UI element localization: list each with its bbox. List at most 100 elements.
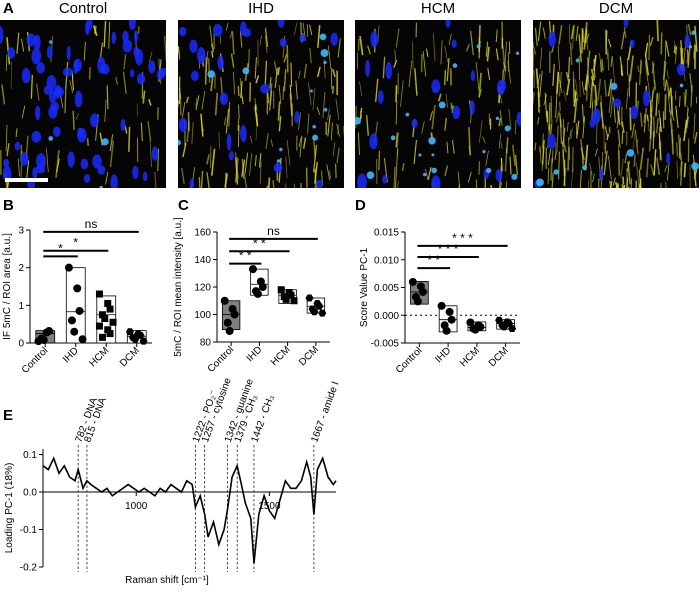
signal-fiber	[395, 148, 399, 170]
signal-fiber	[570, 25, 575, 40]
signal-fiber	[259, 161, 262, 185]
signal-fiber	[617, 129, 621, 148]
nucleus	[31, 48, 42, 65]
nucleus	[277, 20, 285, 28]
signal-fiber	[673, 45, 677, 55]
signal-fiber	[610, 95, 614, 118]
cyan-spot	[49, 40, 53, 44]
x-tick-label: IHD	[245, 344, 265, 364]
significance-label: * * *	[452, 231, 473, 245]
data-point	[447, 315, 456, 324]
signal-fiber	[612, 56, 615, 84]
signal-fiber	[72, 110, 75, 130]
signal-fiber	[225, 22, 229, 31]
nucleus	[365, 59, 370, 77]
nucleus	[178, 117, 188, 132]
signal-fiber	[268, 90, 273, 111]
signal-fiber	[218, 131, 221, 149]
signal-fiber	[148, 98, 152, 106]
cyan-spot	[422, 172, 427, 177]
signal-fiber	[693, 131, 698, 144]
signal-fiber	[608, 38, 612, 48]
cyan-spot	[504, 125, 511, 132]
signal-fiber	[674, 47, 678, 64]
signal-fiber	[16, 32, 20, 54]
signal-fiber	[248, 49, 250, 69]
nucleus	[35, 105, 41, 121]
signal-fiber	[444, 70, 446, 86]
signal-fiber	[336, 123, 340, 137]
signal-fiber	[105, 171, 109, 185]
signal-fiber	[533, 91, 535, 106]
signal-fiber	[241, 158, 245, 179]
signal-fiber	[254, 97, 258, 110]
nucleus	[48, 89, 57, 103]
signal-fiber	[621, 121, 625, 133]
data-point	[287, 291, 295, 299]
nucleus	[495, 169, 503, 182]
nucleus	[547, 133, 556, 150]
nucleus	[612, 98, 622, 108]
data-point	[98, 333, 106, 341]
y-tick-label: 0.010	[374, 255, 399, 266]
signal-fiber	[444, 165, 449, 177]
signal-fiber	[140, 122, 143, 142]
cyan-spot	[48, 136, 54, 141]
signal-fiber	[200, 113, 204, 137]
signal-fiber	[255, 113, 259, 141]
nucleus	[592, 108, 601, 124]
signal-fiber	[604, 125, 609, 138]
nucleus	[385, 61, 393, 80]
signal-fiber	[544, 92, 548, 118]
signal-fiber	[665, 181, 667, 188]
signal-fiber	[575, 79, 579, 101]
data-point	[104, 326, 112, 334]
signal-fiber	[302, 137, 307, 149]
signal-fiber	[629, 55, 634, 82]
signal-fiber	[670, 87, 674, 115]
signal-fiber	[666, 70, 669, 79]
signal-fiber	[181, 102, 186, 118]
micrograph-hcm	[355, 20, 521, 188]
signal-fiber	[277, 101, 281, 121]
cyan-spot	[428, 137, 436, 145]
signal-fiber	[664, 40, 667, 63]
nucleus	[21, 67, 31, 84]
y-tick-label: -0.005	[371, 339, 400, 350]
signal-fiber	[680, 40, 684, 66]
signal-fiber	[676, 142, 678, 157]
data-point	[318, 309, 327, 317]
signal-fiber	[408, 60, 413, 88]
nucleus	[142, 171, 148, 182]
signal-fiber	[568, 129, 572, 141]
signal-fiber	[342, 125, 344, 138]
signal-fiber	[623, 27, 627, 39]
signal-fiber	[668, 87, 672, 99]
signal-fiber	[108, 21, 111, 49]
signal-fiber	[393, 167, 396, 188]
signal-fiber	[578, 34, 582, 63]
cyan-spot	[312, 134, 319, 141]
y-tick-label: 160	[194, 228, 211, 239]
data-point	[139, 337, 148, 345]
signal-fiber	[396, 180, 399, 188]
signal-fiber	[653, 116, 656, 138]
signal-fiber	[579, 170, 582, 188]
signal-fiber	[478, 120, 483, 143]
signal-fiber	[650, 164, 655, 176]
signal-fiber	[504, 41, 507, 68]
panel-a-letter: A	[3, 0, 14, 17]
signal-fiber	[541, 147, 545, 171]
x-tick-label: HCM	[87, 345, 111, 369]
signal-fiber	[662, 61, 667, 80]
signal-fiber	[581, 104, 585, 124]
nucleus	[623, 20, 629, 28]
signal-fiber	[298, 70, 301, 79]
signal-fiber	[468, 145, 472, 156]
signal-fiber	[601, 58, 604, 71]
data-point	[98, 311, 106, 319]
nucleus	[642, 90, 650, 107]
signal-fiber	[617, 184, 619, 188]
signal-fiber	[536, 73, 541, 89]
signal-fiber	[265, 35, 268, 53]
